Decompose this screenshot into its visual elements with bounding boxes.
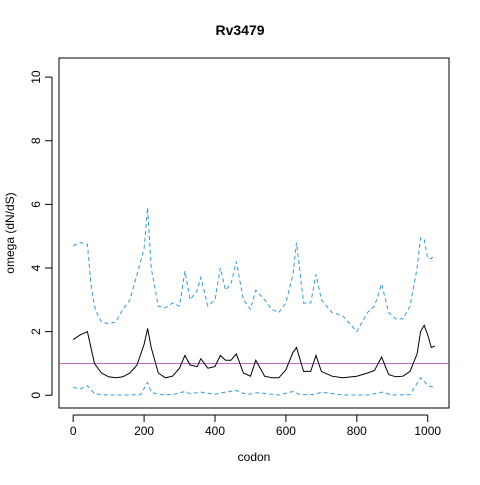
axes: 0 200 400 600 800 1000 0 2 4 6 8 10	[29, 70, 441, 438]
x-tick-label: 1000	[414, 424, 441, 438]
x-tick-label: 200	[134, 424, 154, 438]
x-tick-label: 0	[70, 424, 77, 438]
y-tick-label: 10	[29, 70, 43, 84]
y-tick-label: 4	[29, 264, 43, 271]
x-tick-label: 400	[205, 424, 225, 438]
y-axis-label: omega (dN/dS)	[3, 192, 17, 273]
x-tick-label: 600	[276, 424, 296, 438]
chart-title: Rv3479	[215, 22, 264, 38]
plot-frame	[58, 57, 450, 409]
plot-area	[59, 207, 449, 396]
y-tick-label: 8	[29, 137, 43, 144]
series-line-2	[72, 207, 436, 333]
y-tick-label: 2	[29, 328, 43, 335]
x-tick-label: 800	[347, 424, 367, 438]
x-axis-label: codon	[238, 450, 271, 464]
series-line-1	[72, 324, 435, 379]
series-line-3	[73, 377, 435, 396]
y-tick-label: 0	[29, 392, 43, 399]
y-tick-label: 6	[29, 201, 43, 208]
